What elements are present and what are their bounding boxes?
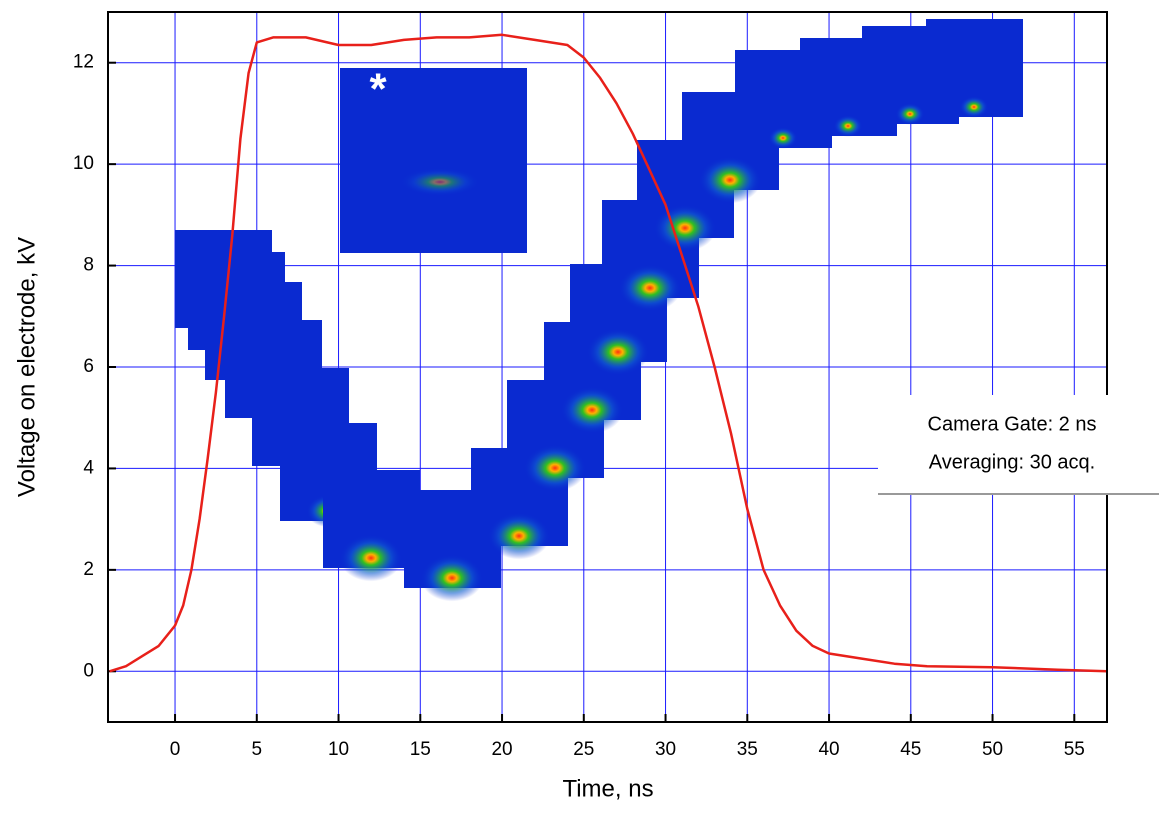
x-tick-label: 55 [1064, 739, 1085, 760]
plasma-spot [560, 386, 624, 434]
voltage-line [109, 33, 1107, 673]
x-tick-label: 20 [491, 739, 512, 760]
inset-marker: * [369, 65, 387, 114]
plasma-spot [653, 204, 717, 252]
x-tick-label: 40 [818, 739, 839, 760]
plasma-spot [959, 96, 989, 118]
x-axis-label: Time, ns [562, 775, 653, 802]
camera-images [175, 19, 1023, 602]
x-tick-label: 10 [328, 739, 349, 760]
x-tick-label: 0 [170, 739, 181, 760]
plasma-spot [400, 168, 480, 196]
plasma-spot [698, 156, 762, 204]
plasma-spot [618, 264, 682, 312]
x-tick-label: 15 [410, 739, 431, 760]
annotation: Averaging: 30 acq. [929, 451, 1095, 473]
plasma-spot [833, 115, 863, 137]
plasma-spot [487, 512, 551, 560]
plasma-spot [523, 444, 587, 492]
plasma-spot [420, 554, 484, 602]
y-tick-label: 6 [83, 356, 94, 377]
x-tick-label: 30 [655, 739, 676, 760]
y-tick-label: 8 [83, 255, 94, 276]
x-tick-label: 50 [982, 739, 1003, 760]
plot-lines [109, 33, 1107, 673]
y-axis-label: Voltage on electrode, kV [13, 237, 40, 497]
y-tick-label: 12 [73, 52, 94, 73]
y-tick-label: 0 [83, 660, 94, 681]
x-tick-label: 35 [737, 739, 758, 760]
plasma-spot [768, 127, 798, 149]
y-tick-label: 2 [83, 559, 94, 580]
x-tick-label: 25 [573, 739, 594, 760]
x-tick-label: 45 [900, 739, 921, 760]
x-tick-label: 5 [251, 739, 262, 760]
plot-frame [107, 11, 1108, 723]
y-tick-label: 4 [83, 457, 94, 478]
plasma-spot [895, 103, 925, 125]
plasma-spot [339, 534, 403, 582]
y-tick-label: 10 [73, 153, 94, 174]
plasma-spot [586, 328, 650, 376]
annotation: Camera Gate: 2 ns [928, 413, 1097, 435]
annotation-box [878, 395, 1159, 493]
camera-image [340, 68, 527, 253]
